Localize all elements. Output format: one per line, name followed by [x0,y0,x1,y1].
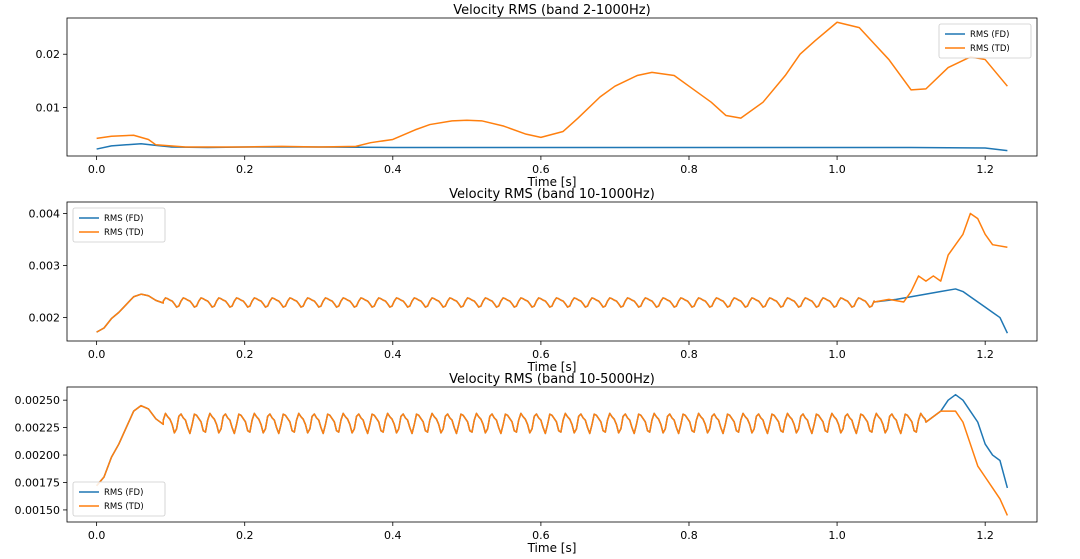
y-tick-label: 0.01 [36,102,61,115]
x-tick-label: 0.6 [532,163,550,176]
axes-frame [66,201,1038,342]
chart-title: Velocity RMS (band 10-1000Hz) [449,187,655,202]
y-tick-label: 0.02 [36,48,61,61]
x-tick-label: 0.0 [88,529,106,542]
x-tick-label: 0.0 [88,348,106,361]
x-tick-label: 1.0 [828,348,846,361]
x-tick-label: 1.0 [828,163,846,176]
x-tick-label: 0.8 [680,348,698,361]
y-tick-label: 0.00225 [15,422,61,435]
subplot-2: Velocity RMS (band 10-1000Hz) 0.0 0.2 0.4 0.… [29,187,1038,374]
y-tick-label: 0.00250 [15,394,61,407]
y-tick-label: 0.00175 [15,476,61,489]
x-tick-label: 0.4 [384,529,402,542]
legend-label: RMS (TD) [104,228,144,238]
legend-label: RMS (FD) [970,30,1009,40]
legend-box [72,207,166,243]
x-tick-label: 1.2 [976,348,994,361]
y-tick-label: 0.00200 [15,449,61,462]
x-axis-label: Time [s] [527,541,577,555]
x-tick-label: 0.6 [532,529,550,542]
x-tick-label: 1.2 [976,529,994,542]
x-tick-label: 0.2 [236,163,254,176]
axes-frame [66,17,1038,157]
legend-label: RMS (FD) [104,488,143,498]
x-tick-label: 0.4 [384,163,402,176]
x-tick-label: 0.8 [680,529,698,542]
axes-frame [66,386,1038,523]
legend-label: RMS (FD) [104,214,143,224]
legend: RMS (FD) RMS (TD) [72,481,166,517]
legend-box [72,481,166,517]
series-line-td [96,404,1009,516]
chart-title: Velocity RMS (band 2-1000Hz) [453,3,650,18]
x-axis-label: Time [s] [527,175,577,189]
series-line-td [96,212,1008,333]
x-tick-label: 0.4 [384,348,402,361]
x-tick-label: 0.8 [680,163,698,176]
series-line-td [96,21,1008,148]
x-tick-label: 1.2 [976,163,994,176]
x-tick-label: 0.6 [532,348,550,361]
legend-label: RMS (TD) [970,44,1010,54]
y-tick-label: 0.003 [29,260,61,273]
legend-label: RMS (TD) [104,502,144,512]
x-tick-label: 0.2 [236,348,254,361]
x-tick-label: 1.0 [828,529,846,542]
x-axis-label: Time [s] [527,360,577,374]
series-line-fd [96,143,1008,152]
legend: RMS (FD) RMS (TD) [938,23,1032,59]
y-tick-label: 0.00150 [15,504,61,517]
x-tick-label: 0.0 [88,163,106,176]
series-line-fd [96,288,1009,334]
legend-box [938,23,1032,59]
x-tick-label: 0.2 [236,529,254,542]
y-tick-label: 0.004 [29,207,61,220]
subplot-1: Velocity RMS (band 2-1000Hz) 0.0 0.2 0.4 0.6… [36,3,1038,189]
subplot-3: Velocity RMS (band 10-5000Hz) 0.0 0.2 0.4 0.… [15,372,1038,555]
y-tick-label: 0.002 [29,312,61,325]
chart-title: Velocity RMS (band 10-5000Hz) [449,372,655,387]
series-line-fd [96,393,1009,489]
legend: RMS (FD) RMS (TD) [72,207,166,243]
